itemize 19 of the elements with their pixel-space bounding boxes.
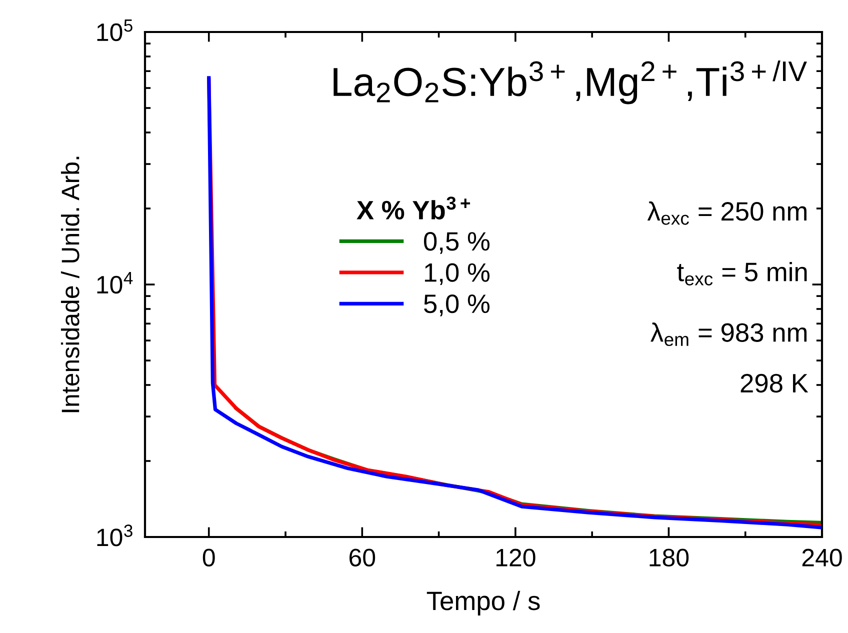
annotation: 298 K xyxy=(740,374,808,393)
chart-title: La$_{2}$O$_{2}$S:Yb$^{3+}$,Mg$^{2+}$,Ti$^{3+/IV}$ xyxy=(334,60,807,104)
x-tick-label: 120 xyxy=(496,548,536,566)
x-tick-label: 240 xyxy=(802,548,842,566)
legend-label: 1,0 % xyxy=(424,263,490,286)
y-tick-label: 10$^{3}$ xyxy=(97,524,132,546)
annotation: t$_{exc}$ = 5 min xyxy=(677,262,807,286)
annotation: λ$_{em}$ = 983 nm xyxy=(650,322,807,346)
y-tick-label: 10$^{5}$ xyxy=(97,20,132,42)
legend-label: 5,0 % xyxy=(424,294,490,316)
y-axis-title: Intensidade / Unid. Arb. xyxy=(60,156,80,412)
x-tick-label: 180 xyxy=(650,548,689,566)
x-tick-label: 0 xyxy=(202,548,215,566)
x-axis-title: Tempo / s xyxy=(426,590,540,616)
annotation: λ$_{exc}$ = 250 nm xyxy=(647,201,806,225)
y-tick-label: 10$^{4}$ xyxy=(97,272,133,294)
legend-title: X % Yb$^{3+}$ xyxy=(356,196,470,220)
legend-label: 0,5 % xyxy=(424,232,490,254)
x-tick-label: 60 xyxy=(350,548,376,566)
